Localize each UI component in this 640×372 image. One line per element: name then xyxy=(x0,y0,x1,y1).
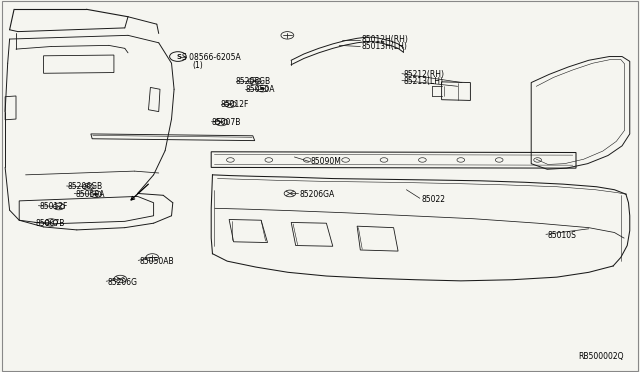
Circle shape xyxy=(94,193,98,195)
Text: S: S xyxy=(176,54,181,60)
Text: 85206GB: 85206GB xyxy=(67,182,102,191)
Text: 85010S: 85010S xyxy=(547,231,576,240)
Text: 85050A: 85050A xyxy=(245,85,275,94)
Text: 85012F: 85012F xyxy=(40,202,68,211)
Text: 85206GA: 85206GA xyxy=(300,190,335,199)
Text: 85206GB: 85206GB xyxy=(236,77,271,86)
Text: 85022: 85022 xyxy=(421,195,445,203)
Text: 85007B: 85007B xyxy=(35,219,65,228)
Text: 85050A: 85050A xyxy=(76,190,105,199)
Text: (1): (1) xyxy=(192,61,203,70)
Text: 85212(RH): 85212(RH) xyxy=(403,70,444,79)
Text: 85012H(RH): 85012H(RH) xyxy=(362,35,408,44)
Circle shape xyxy=(260,87,264,90)
Text: S 08566-6205A: S 08566-6205A xyxy=(182,53,241,62)
Text: 85050AB: 85050AB xyxy=(140,257,174,266)
Text: RB500002Q: RB500002Q xyxy=(579,352,624,361)
Text: 85013H(LH): 85013H(LH) xyxy=(362,42,408,51)
Text: 85090M: 85090M xyxy=(310,157,341,166)
Text: 85206G: 85206G xyxy=(108,278,138,287)
Text: 85012F: 85012F xyxy=(221,100,249,109)
Text: 85007B: 85007B xyxy=(211,118,241,126)
Text: 85213(LH): 85213(LH) xyxy=(403,77,443,86)
